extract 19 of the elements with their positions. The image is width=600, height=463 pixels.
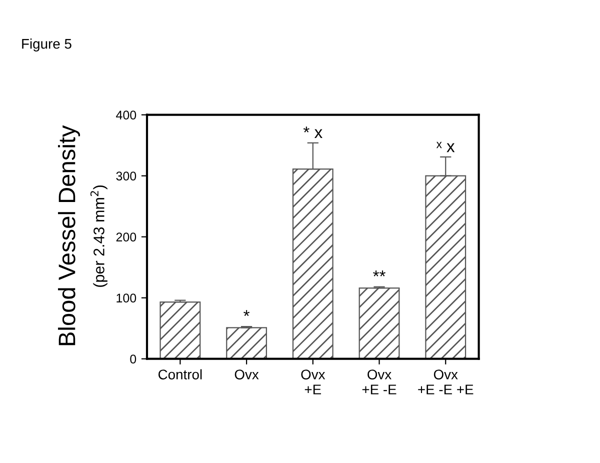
x-tick-label: Ovx <box>234 370 259 380</box>
y-tick-label: 0 <box>130 354 136 364</box>
bar <box>358 288 400 359</box>
x-tick-label: Ovx +E -E <box>362 370 396 394</box>
chart-title: Figure 5 <box>22 38 72 52</box>
annotation: * <box>244 310 250 316</box>
bar <box>160 302 201 359</box>
annotation: ** <box>373 270 386 276</box>
x-tick-label: Ovx +E <box>301 370 326 394</box>
y-tick-label: 300 <box>116 172 136 180</box>
y-tick-label: 100 <box>116 294 136 302</box>
bar <box>226 327 268 359</box>
x-tick-label: Control <box>158 369 202 380</box>
y-axis-title: Blood Vessel Density (per 2.43 mm$^{2}$) <box>58 125 108 346</box>
y-tick-label: 200 <box>116 232 136 242</box>
y-tick-label: 400 <box>116 110 136 120</box>
x-tick-label: Ovx +E -E +E <box>418 370 474 394</box>
annotation: * x <box>303 126 322 138</box>
annotation: ˣ x <box>436 142 455 152</box>
